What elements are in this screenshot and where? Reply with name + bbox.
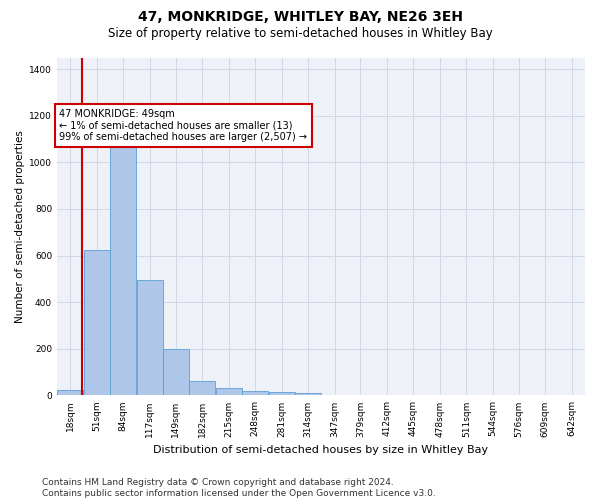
Text: 47, MONKRIDGE, WHITLEY BAY, NE26 3EH: 47, MONKRIDGE, WHITLEY BAY, NE26 3EH xyxy=(137,10,463,24)
X-axis label: Distribution of semi-detached houses by size in Whitley Bay: Distribution of semi-detached houses by … xyxy=(154,445,488,455)
Bar xyxy=(242,391,268,396)
Bar xyxy=(189,382,215,396)
Bar xyxy=(215,388,242,396)
Bar xyxy=(57,390,83,396)
Bar xyxy=(163,349,188,396)
Bar xyxy=(295,393,321,396)
Y-axis label: Number of semi-detached properties: Number of semi-detached properties xyxy=(15,130,25,323)
Text: Size of property relative to semi-detached houses in Whitley Bay: Size of property relative to semi-detach… xyxy=(107,28,493,40)
Bar xyxy=(110,144,136,396)
Text: 47 MONKRIDGE: 49sqm
← 1% of semi-detached houses are smaller (13)
99% of semi-de: 47 MONKRIDGE: 49sqm ← 1% of semi-detache… xyxy=(59,109,307,142)
Bar xyxy=(137,280,163,396)
Bar xyxy=(269,392,295,396)
Text: Contains HM Land Registry data © Crown copyright and database right 2024.
Contai: Contains HM Land Registry data © Crown c… xyxy=(42,478,436,498)
Bar xyxy=(84,250,110,396)
